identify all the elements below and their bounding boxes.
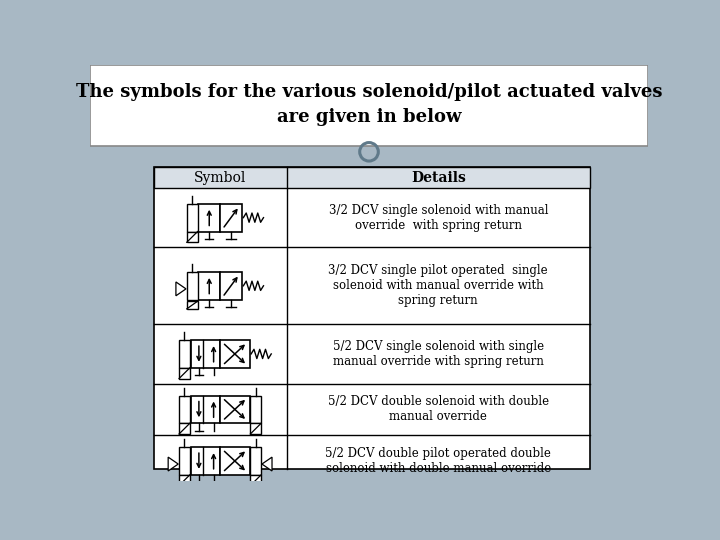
Bar (186, 204, 197, 232)
Bar (191, 340, 220, 368)
Bar (179, 340, 190, 368)
Bar (179, 475, 190, 485)
Bar (251, 447, 261, 475)
Text: 3/2 DCV single pilot operated  single
solenoid with manual override with
spring : 3/2 DCV single pilot operated single sol… (328, 264, 548, 307)
Bar (90, 65, 648, 146)
Polygon shape (262, 457, 272, 471)
Bar (191, 395, 220, 423)
Bar (199, 204, 220, 232)
Text: Symbol: Symbol (194, 171, 246, 185)
Bar (179, 423, 190, 434)
Text: 3/2 DCV single solenoid with manual
override  with spring return: 3/2 DCV single solenoid with manual over… (328, 204, 548, 232)
Bar (179, 395, 190, 423)
Bar (191, 447, 220, 475)
Bar (220, 447, 250, 475)
Bar (220, 272, 242, 300)
Bar (251, 475, 261, 485)
Bar (251, 423, 261, 434)
Bar (220, 340, 250, 368)
Bar (179, 368, 190, 379)
Bar (186, 301, 197, 309)
Bar (179, 447, 190, 475)
Text: 5/2 DCV double pilot operated double
solenoid with double manual override: 5/2 DCV double pilot operated double sol… (325, 447, 552, 475)
Text: 5/2 DCV single solenoid with single
manual override with spring return: 5/2 DCV single solenoid with single manu… (333, 340, 544, 368)
Bar (220, 395, 250, 423)
Bar (153, 167, 590, 469)
Text: are given in below: are given in below (276, 108, 462, 126)
Bar (251, 395, 261, 423)
Text: The symbols for the various solenoid/pilot actuated valves: The symbols for the various solenoid/pil… (76, 83, 662, 101)
Bar (186, 232, 197, 242)
Text: 5/2 DCV double solenoid with double
manual override: 5/2 DCV double solenoid with double manu… (328, 395, 549, 423)
Bar (220, 204, 242, 232)
Text: Details: Details (411, 171, 466, 185)
Bar (199, 272, 220, 300)
Bar (186, 272, 197, 300)
Polygon shape (168, 457, 179, 471)
Bar (153, 167, 590, 188)
Polygon shape (176, 282, 186, 296)
